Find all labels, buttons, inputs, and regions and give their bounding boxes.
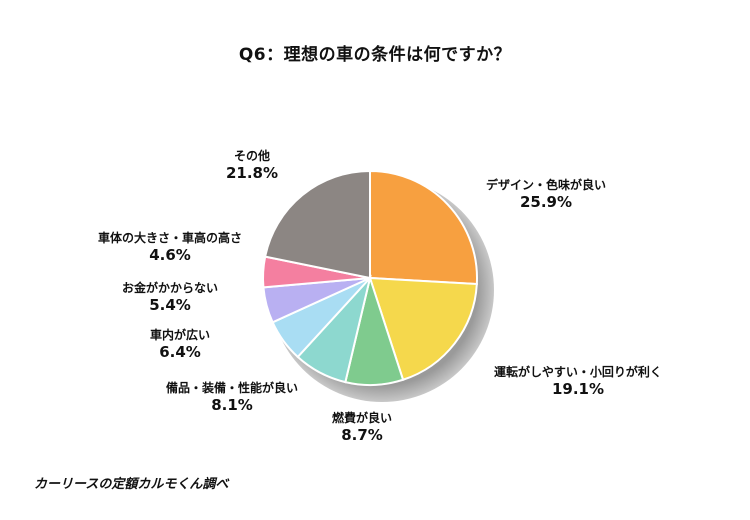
slice-label-value: 8.7%	[341, 426, 383, 445]
slice-label-value: 8.1%	[211, 396, 253, 415]
slice-label-interior: 車内が広い 6.4%	[150, 328, 210, 362]
slice-label-text: 燃費が良い	[331, 411, 393, 426]
slice-label-value: 4.6%	[149, 246, 191, 265]
slice-label-design: デザイン・色味が良い 25.9%	[486, 178, 606, 212]
slice-label-text: 運転がしやすい・小回りが利く	[494, 365, 662, 380]
slice-label-text: その他	[233, 149, 271, 164]
slice-label-text: デザイン・色味が良い	[485, 178, 607, 193]
chart-title: Q6：理想の車の条件は何ですか？	[238, 45, 512, 65]
slice-label-other: その他 21.8%	[226, 149, 278, 183]
slice-label-text: 備品・装備・性能が良い	[165, 381, 299, 396]
slice-label-cost: お金がかからない 5.4%	[122, 281, 218, 315]
pie-slice-7	[263, 169, 371, 280]
pie-slice-0	[369, 169, 478, 286]
slice-label-size: 車体の大きさ・車高の高さ 4.6%	[98, 231, 242, 265]
source-note: カーリースの定額カルモくん調べ	[34, 477, 229, 492]
slice-label-fuel: 燃費が良い 8.7%	[332, 411, 392, 445]
slice-label-value: 5.4%	[149, 296, 191, 315]
pie-slice-1	[368, 276, 478, 382]
slice-label-value: 25.9%	[519, 193, 573, 212]
slice-label-value: 6.4%	[159, 343, 201, 362]
slice-label-easy-driving: 運転がしやすい・小回りが利く 19.1%	[494, 365, 662, 399]
slice-label-value: 21.8%	[225, 164, 279, 183]
slice-label-text: 車内が広い	[149, 328, 211, 343]
slice-label-text: お金がかからない	[121, 281, 219, 296]
slice-label-text: 車体の大きさ・車高の高さ	[97, 231, 243, 246]
slice-label-equipment: 備品・装備・性能が良い 8.1%	[166, 381, 298, 415]
slice-label-value: 19.1%	[551, 380, 605, 399]
